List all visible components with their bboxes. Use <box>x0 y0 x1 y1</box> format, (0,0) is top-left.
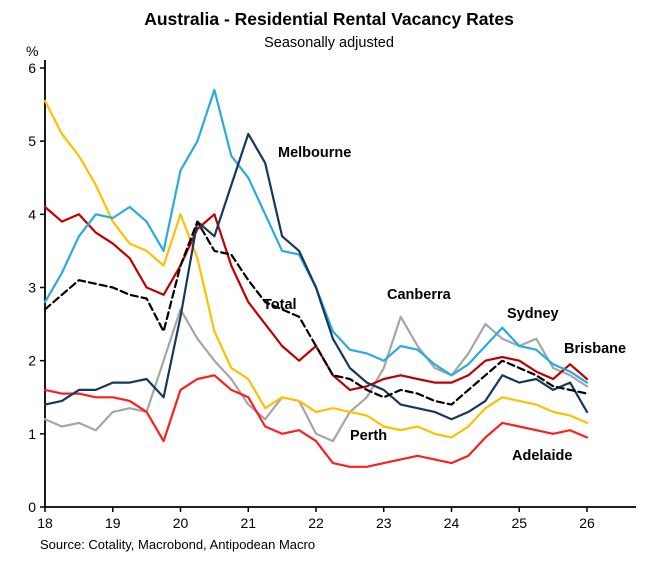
y-axis-unit-label: % <box>26 43 38 59</box>
y-tick-label: 3 <box>28 280 36 296</box>
x-tick-label: 24 <box>444 515 460 531</box>
series-line-perth <box>43 99 589 439</box>
series-line-adelaide <box>43 374 589 468</box>
x-tick-label: 22 <box>308 515 324 531</box>
series-line-sydney <box>43 88 589 384</box>
x-tick-label: 21 <box>240 515 256 531</box>
y-tick-label: 4 <box>28 206 36 222</box>
series-line-canberra <box>43 308 589 443</box>
source-note: Source: Cotality, Macrobond, Antipodean … <box>40 537 315 552</box>
series-label-brisbane: Brisbane <box>564 341 626 357</box>
series-label-melbourne: Melbourne <box>278 145 351 161</box>
axis-lines <box>44 60 636 508</box>
x-tick-label: 19 <box>105 515 121 531</box>
chart-subtitle: Seasonally adjusted <box>264 35 394 51</box>
series-line-melbourne <box>43 132 589 421</box>
y-tick-label: 2 <box>28 353 36 369</box>
x-tick-label: 20 <box>173 515 189 531</box>
y-tick-label: 6 <box>28 60 36 76</box>
x-tick-label: 25 <box>511 515 527 531</box>
y-tick-label: 5 <box>28 133 36 149</box>
series-label-total: Total <box>263 297 297 313</box>
x-tick-label: 18 <box>37 515 53 531</box>
x-tick-label: 26 <box>579 515 595 531</box>
series-line-total <box>43 220 589 406</box>
y-tick-label: 1 <box>28 426 36 442</box>
series-label-perth: Perth <box>350 428 387 444</box>
series-label-canberra: Canberra <box>387 287 452 303</box>
series-line-brisbane <box>43 205 589 391</box>
series-label-sydney: Sydney <box>507 306 559 322</box>
x-tick-label: 23 <box>376 515 392 531</box>
chart-title: Australia - Residential Rental Vacancy R… <box>144 9 514 29</box>
series-label-adelaide: Adelaide <box>512 448 572 464</box>
y-tick-label: 0 <box>28 499 36 515</box>
